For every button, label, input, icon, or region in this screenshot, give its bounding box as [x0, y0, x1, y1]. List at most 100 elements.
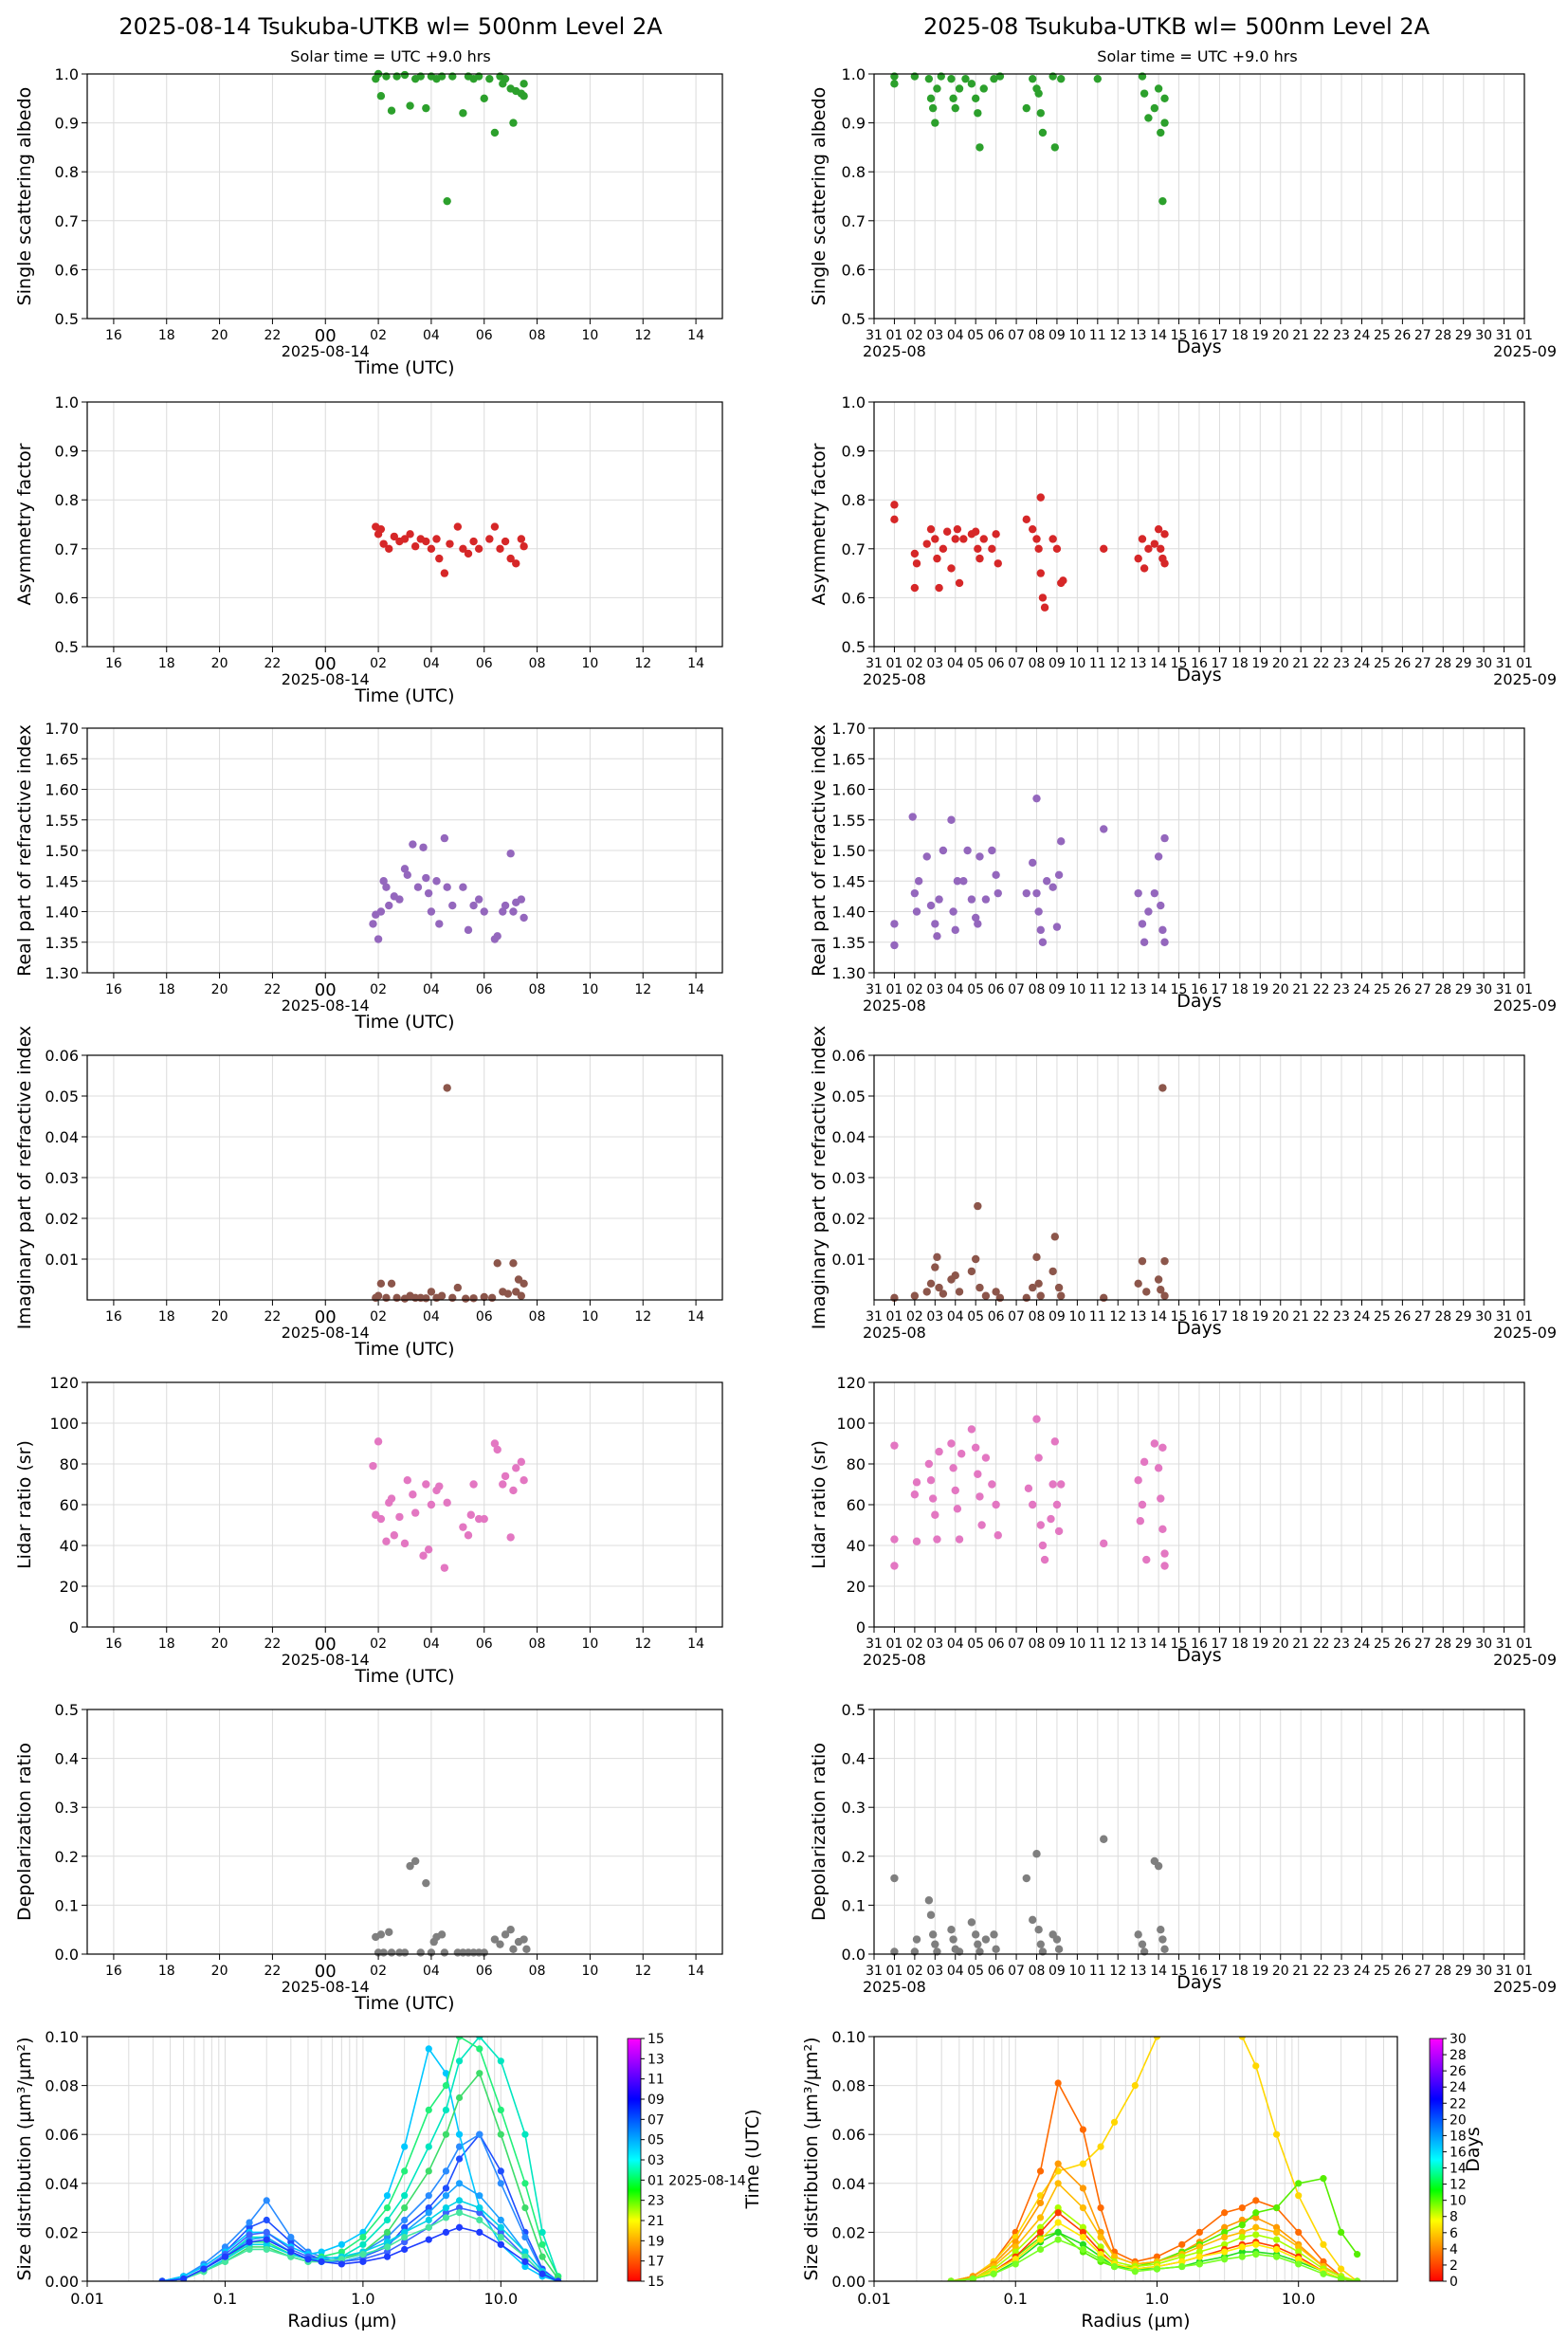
x-tick-label: 12 — [1109, 1636, 1126, 1652]
x-tick-label: 29 — [1455, 1636, 1472, 1652]
data-point — [509, 907, 518, 916]
x-tick-label: 22 — [264, 1636, 282, 1652]
data-point — [890, 515, 899, 524]
x-tick-label: 10 — [1068, 1636, 1085, 1652]
x-tick-label: 26 — [1394, 328, 1411, 343]
x-tick-label: 16 — [1191, 982, 1208, 997]
data-point — [1029, 1915, 1037, 1925]
data-point — [520, 92, 528, 101]
x-tick-label: 21 — [1292, 982, 1309, 997]
y-tick-label: 0.9 — [55, 115, 79, 133]
data-point — [517, 1457, 526, 1467]
data-point — [947, 564, 956, 573]
data-point — [1134, 888, 1142, 898]
data-point — [988, 846, 996, 855]
data-point — [992, 1945, 1000, 1954]
y-tick-label: 0.04 — [45, 2175, 79, 2193]
series-point — [158, 2277, 166, 2281]
data-point — [501, 537, 510, 546]
data-point — [1158, 196, 1167, 206]
x-tick-label: 08 — [529, 328, 546, 343]
y-tick-label: 0.08 — [45, 2077, 79, 2095]
x-tick-label: 30 — [1475, 328, 1492, 343]
y-tick-label: 1.35 — [831, 934, 866, 952]
y-tick-label: 1.65 — [45, 750, 79, 768]
series-point — [1221, 2228, 1229, 2236]
series-point — [383, 2192, 392, 2200]
x-tick-label: 1.0 — [1145, 2290, 1169, 2308]
chart-daily-asym: 0.5 0.6 0.7 0.8 0.9 1.0 16 18 20 22 00 02 04 06 08 10 12… — [14, 393, 723, 706]
x-tick-label: 22 — [1313, 1309, 1330, 1325]
data-point — [1043, 877, 1051, 886]
data-point — [992, 870, 1000, 879]
data-point — [369, 920, 377, 928]
series-point — [1195, 2253, 1203, 2260]
series-point — [1110, 2253, 1119, 2260]
x-axis-label: Time (UTC) — [354, 686, 454, 706]
series-point — [1153, 2253, 1161, 2260]
x-tick-label: 08 — [529, 1636, 546, 1652]
x-tick-label: 27 — [1414, 1309, 1431, 1325]
data-point — [490, 1935, 500, 1944]
series-point — [1036, 2228, 1045, 2236]
x-tick-label: 18 — [158, 1309, 175, 1325]
series-point — [401, 2204, 409, 2212]
series-point — [476, 2070, 483, 2077]
y-tick-label: 0.6 — [842, 261, 866, 279]
data-point — [922, 852, 931, 861]
data-point — [1138, 920, 1147, 928]
series-point — [1295, 2260, 1303, 2268]
series-point — [521, 2233, 529, 2241]
data-point — [1036, 109, 1045, 118]
data-point — [971, 1930, 980, 1939]
plot-frame — [86, 2036, 598, 2282]
y-tick-label: 1.0 — [55, 393, 79, 411]
data-point — [459, 1523, 467, 1531]
x-tick-label: 04 — [423, 328, 440, 343]
x-end-label: 2025-09 — [1493, 1651, 1557, 1669]
x-tick-label: 08 — [1029, 982, 1046, 997]
series-point — [1012, 2260, 1019, 2268]
series-point — [497, 2216, 504, 2224]
x-tick-label: 24 — [1354, 1964, 1371, 1979]
colorbar-tick-label: 20 — [1449, 2112, 1467, 2128]
data-point — [975, 1283, 984, 1292]
x-tick-label: 16 — [1191, 1309, 1208, 1325]
x-tick-label: 16 — [1191, 656, 1208, 671]
x-tick-label: 12 — [1109, 656, 1126, 671]
x-tick-label: 24 — [1354, 982, 1371, 997]
data-point — [369, 1461, 377, 1471]
series-point — [401, 2216, 409, 2224]
data-point — [1138, 535, 1147, 543]
y-tick-label: 0 — [69, 1618, 79, 1636]
x-tick-label: 02 — [370, 656, 387, 671]
series-point — [425, 2192, 432, 2200]
data-point — [1160, 1256, 1169, 1266]
x-tick-label: 06 — [476, 656, 493, 671]
series-point — [497, 2223, 504, 2231]
data-point — [1154, 852, 1163, 861]
series-point — [401, 2228, 409, 2236]
colorbar-tick-label: 05 — [647, 2133, 665, 2148]
series-point — [1272, 2245, 1281, 2254]
x-tick-label: 31 — [1496, 1309, 1513, 1325]
data-point — [959, 535, 968, 543]
x-tick-label: 14 — [687, 328, 704, 343]
data-point — [1032, 1415, 1041, 1423]
series-point — [1036, 2167, 1045, 2175]
data-point — [517, 1291, 526, 1300]
data-point — [975, 143, 984, 152]
x-tick-label: 09 — [1048, 1309, 1066, 1325]
data-point — [974, 109, 982, 118]
series-point — [1221, 2256, 1229, 2263]
series-point — [401, 2239, 409, 2246]
series-point — [287, 2248, 295, 2256]
series-point — [1238, 2204, 1246, 2212]
series-point — [1036, 2236, 1045, 2243]
data-point — [981, 895, 991, 904]
x-tick-label: 20 — [1272, 1636, 1289, 1652]
x-tick-label: 06 — [988, 656, 1005, 671]
data-point — [1052, 1500, 1062, 1509]
y-tick-label: 0.9 — [55, 443, 79, 461]
series-point — [246, 2239, 253, 2246]
